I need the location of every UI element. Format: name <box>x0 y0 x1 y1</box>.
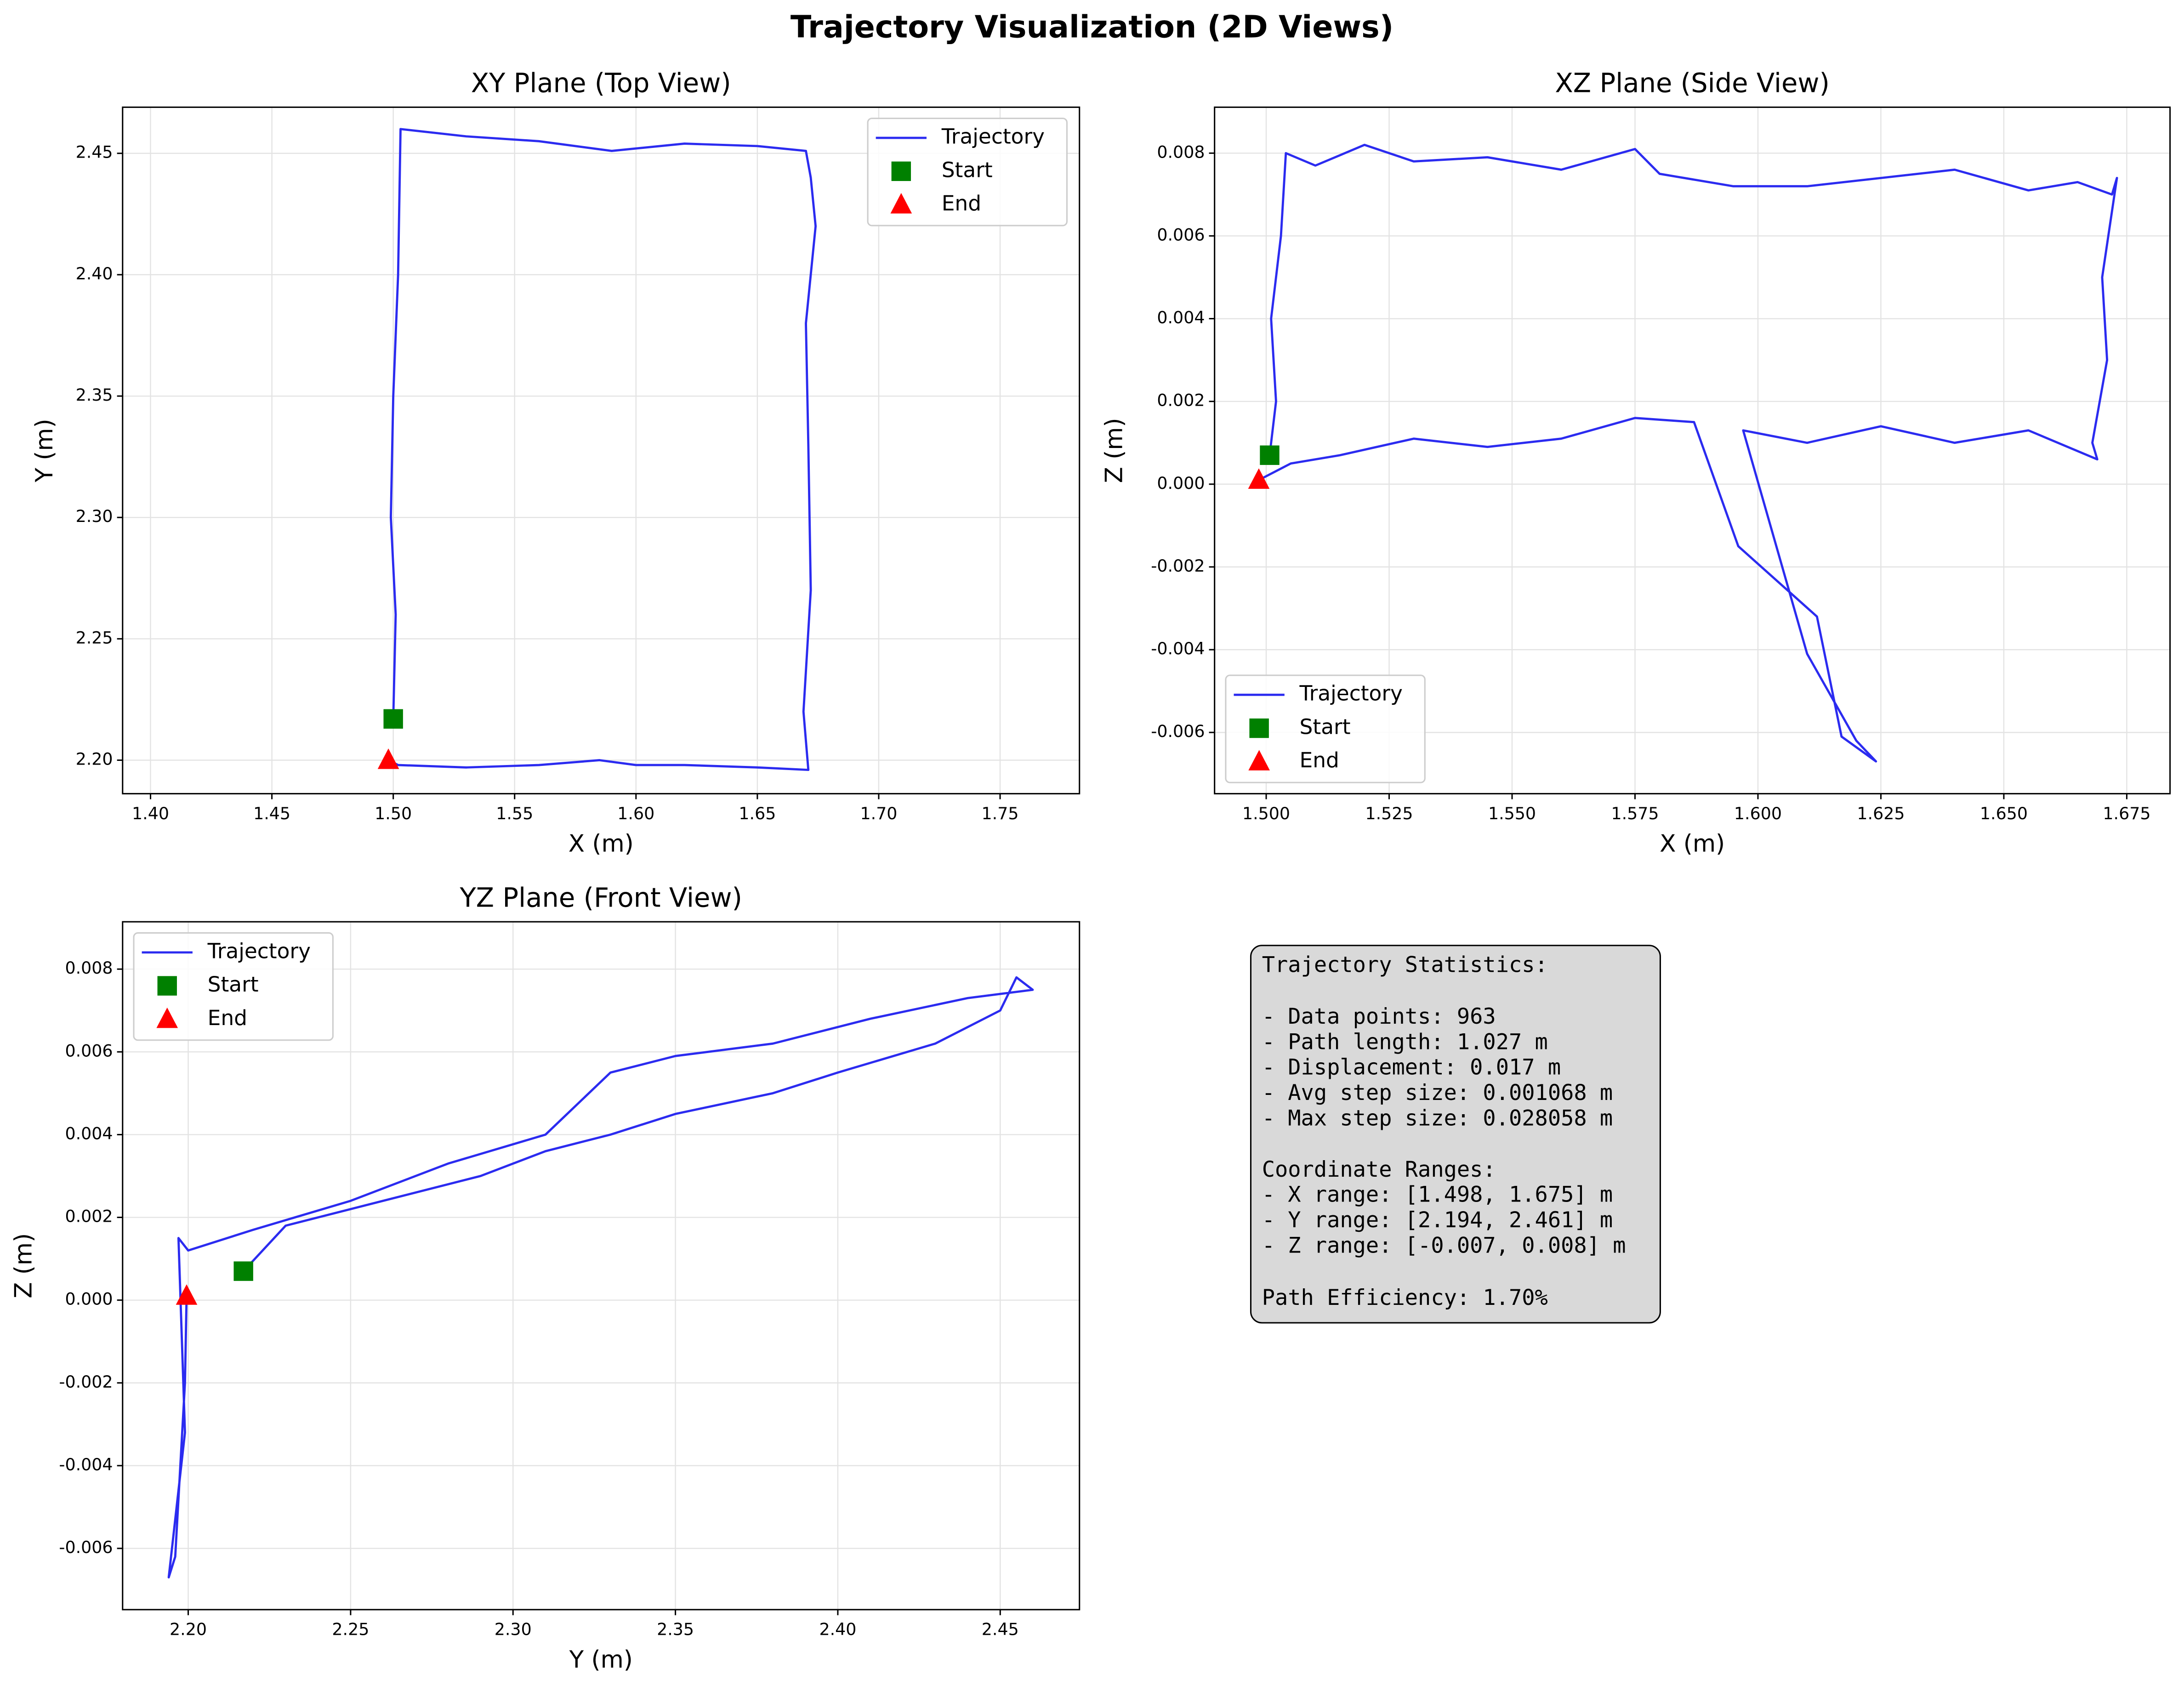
y-tick-label: 0.000 <box>65 1289 113 1309</box>
y-tick-label: 0.008 <box>1157 142 1205 162</box>
start-marker <box>383 709 403 729</box>
stats-line: - Data points: 963 <box>1262 1004 1496 1029</box>
stats-title: Trajectory Statistics: <box>1262 952 1548 978</box>
y-tick-label: 2.35 <box>76 385 113 405</box>
y-tick-label: 0.002 <box>1157 391 1205 410</box>
x-tick-label: 1.650 <box>1980 804 2028 823</box>
trajectory-line <box>1258 143 2118 763</box>
stats-line: - Y range: [2.194, 2.461] m <box>1262 1207 1613 1233</box>
end-marker <box>176 1284 198 1305</box>
legend-symbol <box>156 1007 178 1028</box>
end-marker <box>377 748 399 769</box>
x-tick-label: 1.50 <box>375 804 412 823</box>
y-tick-label: 0.002 <box>65 1207 113 1226</box>
x-tick-label: 1.550 <box>1488 804 1536 823</box>
legend-label: Start <box>942 158 993 182</box>
y-axis-label: Z (m) <box>10 1233 38 1298</box>
end-marker <box>1248 468 1270 489</box>
x-tick-label: 1.75 <box>982 804 1019 823</box>
stats-line: - Displacement: 0.017 m <box>1262 1055 1561 1080</box>
stats-line: - Z range: [-0.007, 0.008] m <box>1262 1233 1626 1258</box>
x-tick-label: 2.30 <box>495 1620 532 1639</box>
y-tick-label: 0.008 <box>65 958 113 978</box>
start-marker <box>233 1261 253 1281</box>
x-tick-label: 1.60 <box>617 804 654 823</box>
x-tick-label: 2.25 <box>332 1620 369 1639</box>
stats-line: - X range: [1.498, 1.675] m <box>1262 1182 1613 1207</box>
legend-label: End <box>208 1006 247 1030</box>
stats-efficiency: Path Efficiency: 1.70% <box>1262 1285 1548 1310</box>
x-tick-label: 1.500 <box>1242 804 1290 823</box>
subplot-title: XZ Plane (Side View) <box>1555 68 1830 98</box>
trajectory-line <box>387 128 817 771</box>
legend-symbol <box>890 193 912 214</box>
legend-label: Start <box>1300 714 1351 739</box>
x-tick-label: 1.525 <box>1365 804 1413 823</box>
x-axis-label: X (m) <box>569 830 634 858</box>
legend-label: Trajectory <box>1299 681 1403 706</box>
legend-box <box>133 932 334 1041</box>
legend-symbol <box>1248 750 1270 771</box>
y-tick-label: -0.002 <box>1151 556 1205 576</box>
y-tick-label: 0.004 <box>65 1123 113 1143</box>
stats-heading: Coordinate Ranges: <box>1262 1157 1496 1182</box>
x-tick-label: 2.45 <box>982 1620 1019 1639</box>
legend-symbol <box>891 161 911 181</box>
y-tick-label: -0.002 <box>59 1372 113 1392</box>
subplot-title: XY Plane (Top View) <box>471 68 731 98</box>
x-axis-label: Y (m) <box>569 1646 633 1673</box>
stats-line: - Max step size: 0.028058 m <box>1262 1106 1613 1131</box>
x-tick-label: 1.45 <box>253 804 290 823</box>
x-tick-label: 1.65 <box>739 804 776 823</box>
x-tick-label: 1.575 <box>1611 804 1659 823</box>
legend-label: End <box>1300 748 1339 772</box>
x-tick-label: 1.70 <box>860 804 897 823</box>
legend-label: End <box>942 191 981 215</box>
y-tick-label: 2.25 <box>76 628 113 647</box>
start-marker <box>1260 445 1280 465</box>
x-tick-label: 1.675 <box>2103 804 2150 823</box>
y-tick-label: 2.45 <box>76 142 113 162</box>
legend-label: Trajectory <box>941 125 1045 149</box>
y-tick-label: 0.006 <box>1157 225 1205 244</box>
y-tick-label: 0.004 <box>1157 308 1205 328</box>
x-tick-label: 1.55 <box>496 804 533 823</box>
y-tick-label: 2.30 <box>76 506 113 526</box>
stats-line: - Path length: 1.027 m <box>1262 1029 1548 1054</box>
legend-symbol <box>1249 718 1269 738</box>
y-tick-label: 2.40 <box>76 264 113 283</box>
x-tick-label: 1.600 <box>1734 804 1782 823</box>
figure-title: Trajectory Visualization (2D Views) <box>791 9 1393 45</box>
plot-frame <box>1214 106 2171 794</box>
x-tick-label: 2.20 <box>170 1620 207 1639</box>
plot-frame <box>122 921 1081 1610</box>
legend-label: Trajectory <box>207 939 311 963</box>
y-axis-label: Y (m) <box>31 419 58 482</box>
plot-frame <box>122 106 1081 794</box>
y-tick-label: -0.006 <box>1151 721 1205 741</box>
y-tick-label: -0.004 <box>59 1455 113 1474</box>
y-tick-label: 0.006 <box>65 1041 113 1060</box>
legend-label: Start <box>208 972 259 997</box>
y-tick-label: -0.004 <box>1151 639 1205 658</box>
stats-box <box>1250 945 1661 1324</box>
legend-symbol <box>157 976 177 996</box>
x-axis-label: X (m) <box>1660 830 1725 858</box>
legend-box <box>1225 674 1426 783</box>
subplot-title: YZ Plane (Front View) <box>460 882 742 913</box>
x-tick-label: 2.40 <box>819 1620 856 1639</box>
y-axis-label: Z (m) <box>1101 418 1128 483</box>
y-tick-label: 2.20 <box>76 749 113 769</box>
stats-line: - Avg step size: 0.001068 m <box>1262 1080 1613 1105</box>
legend-box <box>867 118 1068 227</box>
x-tick-label: 1.625 <box>1857 804 1905 823</box>
x-tick-label: 2.35 <box>657 1620 694 1639</box>
y-tick-label: 0.000 <box>1157 473 1205 493</box>
y-tick-label: -0.006 <box>59 1537 113 1557</box>
x-tick-label: 1.40 <box>132 804 169 823</box>
